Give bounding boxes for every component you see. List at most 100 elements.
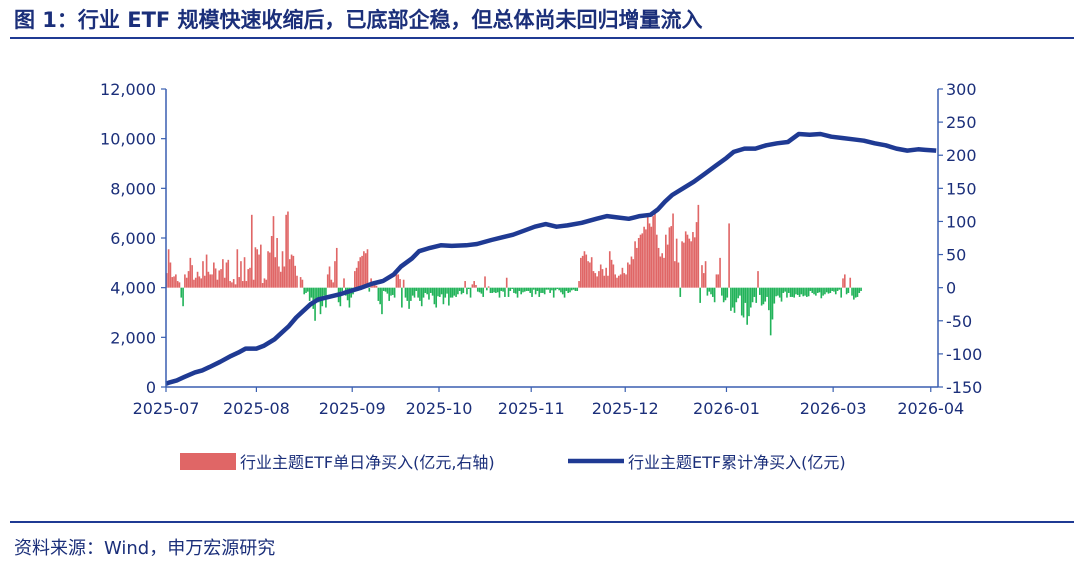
bar [505, 277, 508, 288]
bar [570, 287, 573, 291]
bar [185, 277, 188, 288]
bar [258, 254, 260, 288]
bar [435, 287, 438, 308]
bar [467, 287, 470, 289]
bar [236, 249, 239, 288]
bar [558, 287, 560, 291]
bar [404, 287, 407, 298]
bar [556, 287, 559, 289]
bar [444, 287, 447, 298]
right-tick-label: 150 [946, 179, 977, 198]
bar [565, 287, 568, 291]
bar [643, 226, 645, 288]
legend-bar-swatch [180, 453, 236, 470]
bar [560, 287, 562, 293]
bar [585, 254, 588, 288]
bar [377, 287, 380, 301]
bar [393, 287, 396, 298]
bar [712, 287, 714, 297]
right-tick-label: -150 [946, 378, 982, 397]
bar [359, 257, 362, 288]
bar [214, 268, 217, 288]
bar [549, 287, 551, 293]
bar [637, 238, 640, 288]
bar [166, 273, 168, 288]
bar [617, 275, 620, 288]
bar [731, 287, 734, 308]
x-tick-label: 2025-09 [319, 399, 386, 418]
bar [717, 274, 720, 288]
bar [749, 287, 752, 308]
bar [710, 287, 712, 295]
bar [256, 249, 259, 288]
bar [690, 241, 692, 288]
bar [363, 251, 365, 288]
bar [493, 287, 495, 293]
left-tick-label: 2,000 [110, 328, 156, 347]
bar [547, 287, 550, 290]
bar [796, 287, 799, 295]
bar [354, 271, 356, 288]
bar [283, 266, 286, 288]
right-tick-label: 250 [946, 113, 977, 132]
bar [686, 234, 689, 288]
bar [605, 267, 607, 288]
bar [853, 287, 855, 300]
bar [735, 287, 738, 303]
bar [842, 278, 844, 288]
source-note: 资料来源：Wind，申万宏源研究 [14, 538, 276, 559]
bar [187, 271, 190, 288]
bar [860, 287, 862, 291]
bar [665, 234, 667, 288]
bar [220, 269, 222, 288]
bar [171, 277, 174, 288]
bar [730, 287, 732, 311]
bar [677, 262, 680, 288]
bar [815, 287, 817, 296]
bar [523, 287, 526, 292]
bar [406, 287, 409, 301]
bar [824, 287, 826, 295]
bar [323, 287, 325, 296]
bar [518, 287, 521, 291]
bar [310, 287, 313, 298]
bar [722, 287, 725, 303]
bar [813, 287, 815, 295]
bar [657, 247, 660, 288]
bar [278, 266, 280, 288]
bar [569, 287, 571, 293]
bar [630, 256, 633, 288]
bar [384, 287, 387, 292]
bar [648, 223, 651, 288]
bar [702, 273, 705, 288]
bar [688, 238, 691, 288]
bar [202, 261, 204, 288]
bar [263, 278, 266, 288]
bar [267, 251, 269, 288]
x-tick-label: 2026-03 [800, 399, 867, 418]
bar [392, 287, 394, 295]
right-tick-label: -50 [946, 312, 972, 331]
x-tick-label: 2025-11 [498, 399, 565, 418]
bar [379, 287, 381, 305]
bar [469, 287, 472, 298]
right-tick-label: 100 [946, 212, 977, 231]
bar [751, 287, 754, 303]
bar [628, 264, 631, 288]
bar [706, 287, 709, 296]
bar [395, 274, 398, 288]
bar [540, 287, 542, 293]
bar [478, 287, 481, 293]
bar [847, 287, 850, 293]
bar [668, 227, 671, 288]
bar [552, 287, 555, 298]
bar [433, 287, 436, 305]
bar [415, 287, 418, 291]
bar [759, 287, 761, 295]
bar [272, 216, 275, 288]
bar [583, 251, 586, 288]
x-tick-label: 2025-10 [406, 399, 473, 418]
bar [661, 253, 664, 288]
bar [789, 287, 792, 297]
bar [343, 278, 345, 288]
